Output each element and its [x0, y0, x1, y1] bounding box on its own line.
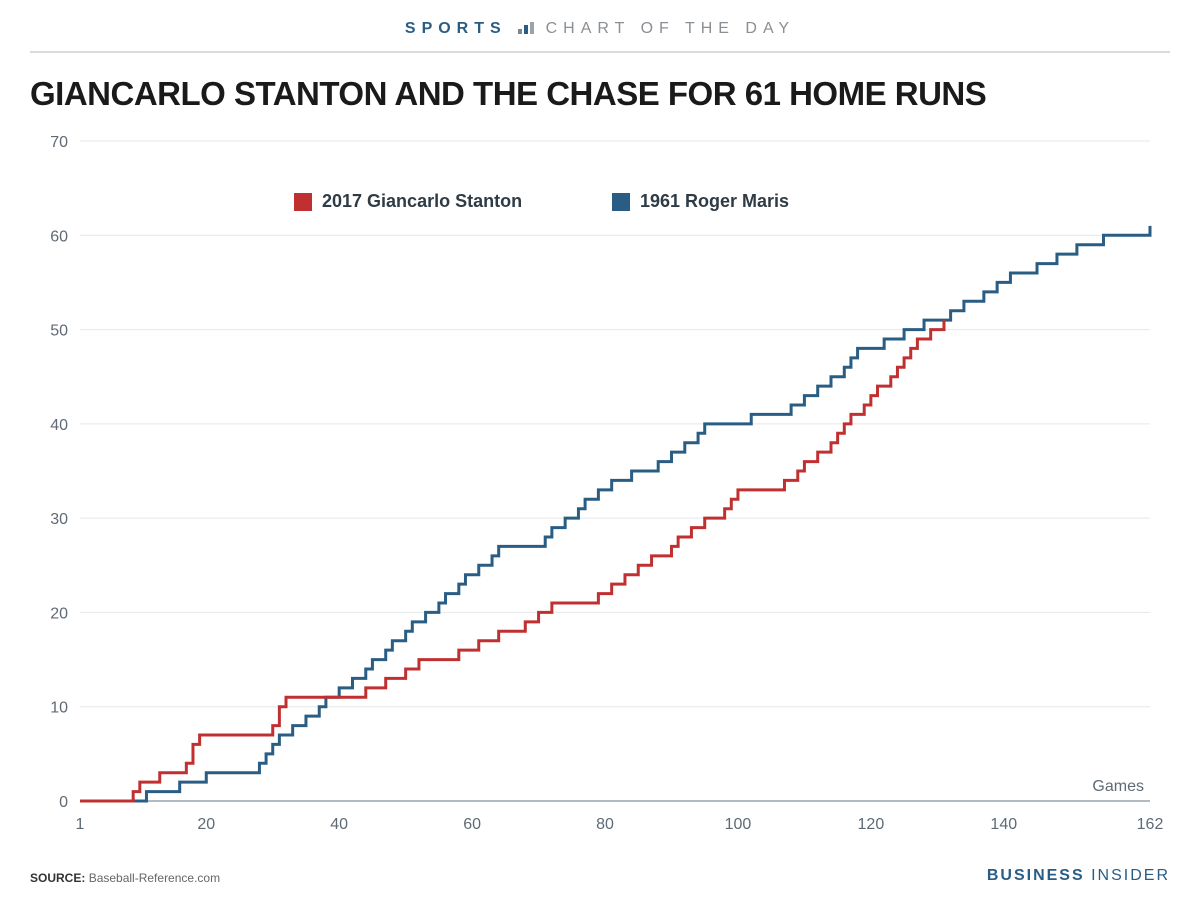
x-tick-label: 80 — [596, 816, 614, 833]
series-line — [80, 320, 944, 801]
x-tick-label: 120 — [858, 816, 885, 833]
header-suffix: CHART OF THE DAY — [546, 20, 796, 37]
source-attribution: SOURCE: Baseball-Reference.com — [30, 871, 220, 885]
x-tick-label: 20 — [197, 816, 215, 833]
y-tick-label: 30 — [50, 511, 68, 528]
brand-logo: BUSINESS INSIDER — [987, 867, 1170, 885]
x-tick-label: 100 — [725, 816, 752, 833]
header-prefix: SPORTS — [405, 20, 507, 37]
y-tick-label: 70 — [50, 134, 68, 151]
source-value: Baseball-Reference.com — [89, 871, 220, 885]
y-tick-label: 10 — [50, 700, 68, 717]
series-line — [80, 226, 1150, 801]
x-tick-label: 40 — [330, 816, 348, 833]
brand-light: INSIDER — [1091, 867, 1170, 884]
legend-swatch — [294, 193, 312, 211]
brand-bold: BUSINESS — [987, 867, 1085, 884]
y-tick-label: 0 — [59, 794, 68, 811]
legend-swatch — [612, 193, 630, 211]
y-tick-label: 50 — [50, 323, 68, 340]
source-label: SOURCE: — [30, 871, 85, 885]
x-tick-label: 140 — [990, 816, 1017, 833]
chart-glyph-icon — [517, 21, 535, 39]
header-bar: SPORTS CHART OF THE DAY — [30, 20, 1170, 53]
x-tick-label: 1 — [76, 816, 85, 833]
chart-svg: 010203040506070120406080100120140162Game… — [30, 123, 1170, 859]
legend-label: 1961 Roger Maris — [640, 191, 789, 211]
y-tick-label: 40 — [50, 417, 68, 434]
x-axis-label: Games — [1092, 778, 1144, 795]
chart-area: 010203040506070120406080100120140162Game… — [30, 123, 1170, 859]
chart-container: SPORTS CHART OF THE DAY GIANCARLO STANTO… — [0, 0, 1200, 900]
y-tick-label: 60 — [50, 228, 68, 245]
x-tick-label: 60 — [463, 816, 481, 833]
legend-label: 2017 Giancarlo Stanton — [322, 191, 522, 211]
footer: SOURCE: Baseball-Reference.com BUSINESS … — [30, 859, 1170, 885]
x-tick-label: 162 — [1137, 816, 1164, 833]
y-tick-label: 20 — [50, 605, 68, 622]
chart-title: GIANCARLO STANTON AND THE CHASE FOR 61 H… — [30, 75, 1170, 113]
